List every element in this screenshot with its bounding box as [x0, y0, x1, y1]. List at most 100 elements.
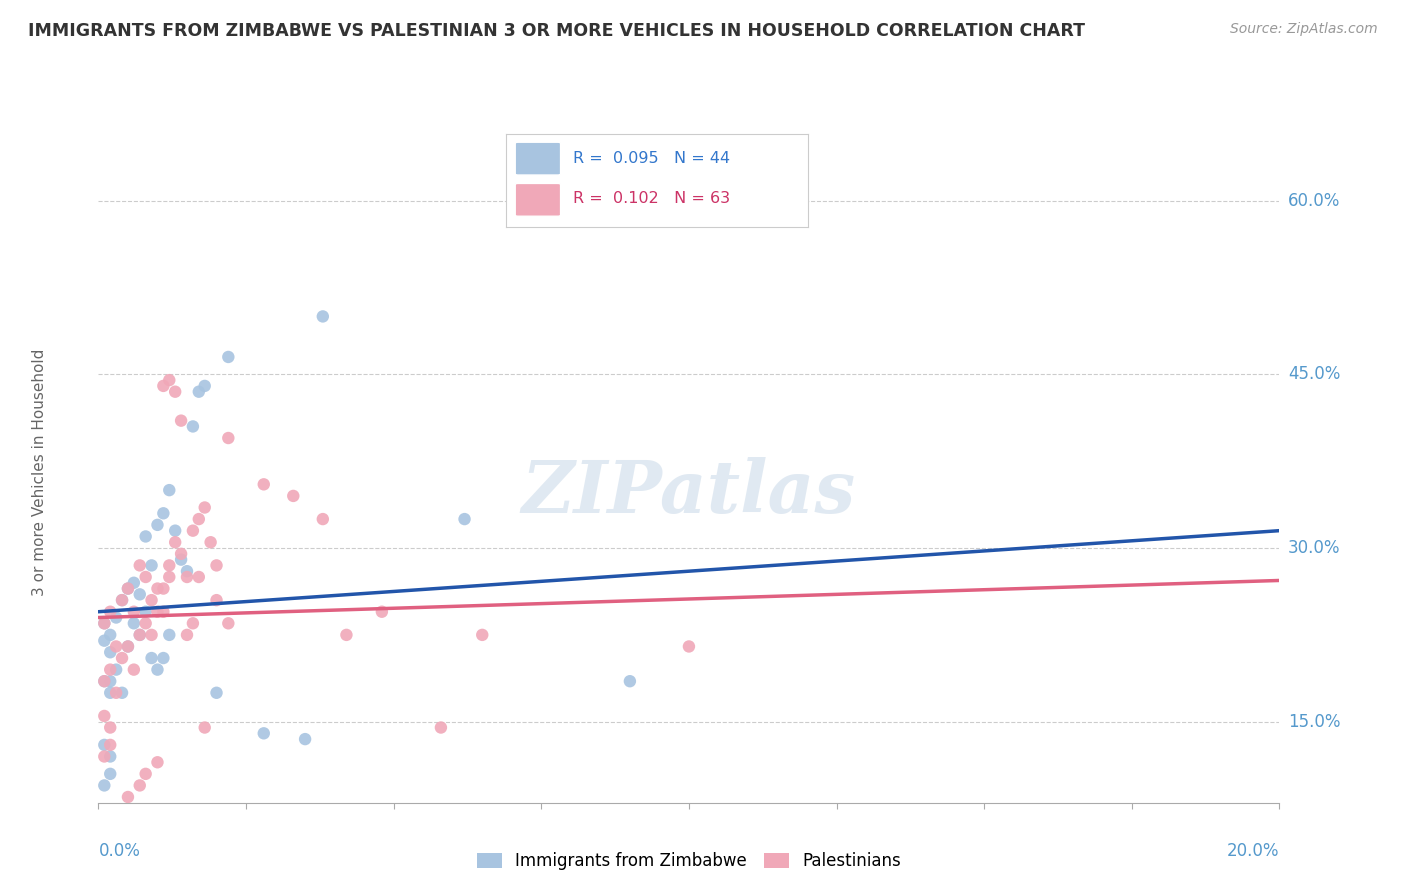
- Point: [122, 605, 145, 619]
- Text: IMMIGRANTS FROM ZIMBABWE VS PALESTINIAN 3 OR MORE VEHICLES IN HOUSEHOLD CORRELAT: IMMIGRANTS FROM ZIMBABWE VS PALESTINIAN …: [28, 22, 1085, 40]
- Point: [93, 779, 115, 793]
- Point: [98, 686, 121, 700]
- Point: [335, 628, 357, 642]
- Legend: Immigrants from Zimbabwe, Palestinians: Immigrants from Zimbabwe, Palestinians: [477, 853, 901, 871]
- Point: [117, 640, 139, 654]
- Point: [312, 310, 335, 324]
- FancyBboxPatch shape: [515, 142, 561, 175]
- Point: [111, 686, 134, 700]
- Point: [93, 738, 115, 752]
- Point: [128, 628, 150, 642]
- Point: [181, 524, 204, 538]
- Point: [105, 640, 128, 654]
- Point: [105, 663, 128, 677]
- Point: [122, 663, 145, 677]
- Point: [146, 605, 169, 619]
- Point: [93, 709, 115, 723]
- Point: [253, 726, 276, 740]
- Point: [294, 732, 316, 747]
- Point: [98, 738, 121, 752]
- Point: [165, 524, 187, 538]
- Point: [105, 610, 128, 624]
- Point: [135, 529, 157, 543]
- Point: [111, 651, 134, 665]
- Point: [141, 558, 163, 573]
- Point: [217, 350, 239, 364]
- Text: 60.0%: 60.0%: [1288, 192, 1340, 210]
- Point: [93, 749, 115, 764]
- Point: [128, 587, 150, 601]
- Point: [170, 547, 193, 561]
- Point: [165, 535, 187, 549]
- Point: [146, 582, 169, 596]
- Text: 30.0%: 30.0%: [1288, 539, 1340, 557]
- Point: [170, 552, 193, 566]
- Point: [135, 570, 157, 584]
- Point: [152, 582, 174, 596]
- Point: [453, 512, 475, 526]
- Text: 45.0%: 45.0%: [1288, 366, 1340, 384]
- Point: [471, 628, 494, 642]
- Point: [128, 558, 150, 573]
- Point: [98, 663, 121, 677]
- Point: [93, 674, 115, 689]
- Text: ZIPatlas: ZIPatlas: [522, 457, 856, 528]
- Point: [98, 721, 121, 735]
- Point: [678, 640, 700, 654]
- Point: [152, 379, 174, 393]
- Point: [157, 558, 180, 573]
- Point: [93, 616, 115, 631]
- Point: [117, 790, 139, 805]
- Point: [181, 419, 204, 434]
- Point: [187, 570, 209, 584]
- Point: [146, 756, 169, 770]
- Point: [205, 593, 228, 607]
- Point: [98, 605, 121, 619]
- Point: [194, 379, 217, 393]
- Point: [157, 570, 180, 584]
- Text: Source: ZipAtlas.com: Source: ZipAtlas.com: [1230, 22, 1378, 37]
- Point: [93, 674, 115, 689]
- Point: [117, 582, 139, 596]
- Text: 0.0%: 0.0%: [98, 842, 141, 861]
- Point: [98, 674, 121, 689]
- Point: [217, 431, 239, 445]
- Point: [194, 721, 217, 735]
- Point: [253, 477, 276, 491]
- Point: [176, 570, 198, 584]
- Text: R =  0.095   N = 44: R = 0.095 N = 44: [572, 151, 730, 166]
- Point: [157, 373, 180, 387]
- Point: [105, 686, 128, 700]
- Point: [141, 628, 163, 642]
- Point: [128, 779, 150, 793]
- Point: [111, 819, 134, 833]
- Point: [619, 674, 641, 689]
- Point: [157, 483, 180, 497]
- FancyBboxPatch shape: [515, 184, 561, 216]
- Point: [217, 616, 239, 631]
- Point: [122, 575, 145, 590]
- Point: [98, 628, 121, 642]
- Text: 15.0%: 15.0%: [1288, 713, 1340, 731]
- Text: R =  0.102   N = 63: R = 0.102 N = 63: [572, 192, 730, 206]
- Point: [122, 824, 145, 838]
- Point: [165, 384, 187, 399]
- Point: [181, 616, 204, 631]
- Point: [128, 628, 150, 642]
- Point: [176, 628, 198, 642]
- Point: [98, 767, 121, 781]
- Point: [117, 582, 139, 596]
- Point: [283, 489, 305, 503]
- Point: [135, 616, 157, 631]
- Point: [205, 558, 228, 573]
- Point: [146, 663, 169, 677]
- Point: [187, 384, 209, 399]
- Point: [98, 645, 121, 659]
- Point: [141, 651, 163, 665]
- Point: [152, 605, 174, 619]
- Point: [187, 512, 209, 526]
- Text: 20.0%: 20.0%: [1227, 842, 1279, 861]
- Point: [111, 593, 134, 607]
- Text: 3 or more Vehicles in Household: 3 or more Vehicles in Household: [32, 349, 46, 597]
- Point: [194, 500, 217, 515]
